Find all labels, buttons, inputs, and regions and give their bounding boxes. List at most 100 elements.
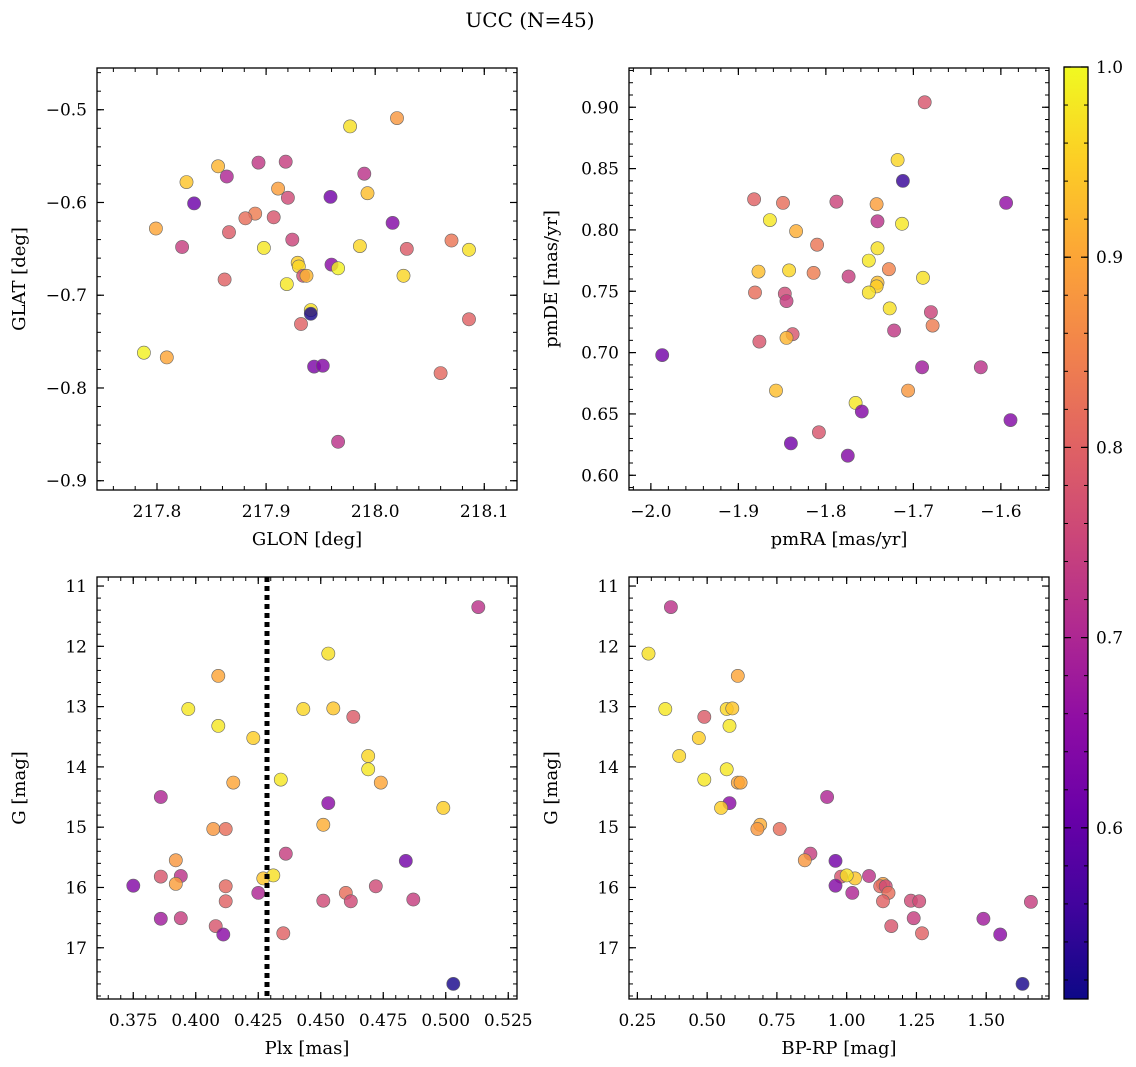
scatter-point	[321, 796, 336, 810]
y-tick-label: 11	[65, 577, 87, 597]
scatter-point	[299, 268, 314, 283]
scatter-point	[890, 153, 905, 167]
scatter-point	[256, 240, 271, 255]
y-tick-label: 15	[597, 818, 619, 838]
y-tick-label: 17	[597, 939, 619, 959]
scatter-point	[385, 215, 400, 230]
scatter-point	[993, 927, 1008, 942]
colorbar-tick-label: 1.0	[1096, 58, 1123, 78]
scatter-point	[331, 434, 345, 449]
scatter-point	[251, 155, 266, 170]
scatter-point	[697, 710, 712, 724]
y-axis-label: pmDE [mas/yr]	[541, 210, 562, 348]
scatter-point	[845, 886, 860, 900]
scatter-point	[655, 348, 670, 362]
scatter-point	[406, 892, 421, 907]
scatter-point	[126, 878, 141, 893]
y-tick-label: 12	[65, 637, 87, 657]
x-tick-label: −2.0	[630, 502, 671, 522]
scatter-point	[806, 265, 821, 280]
x-tick-label: 217.8	[133, 502, 182, 522]
x-tick-label: 0.450	[296, 1011, 345, 1031]
y-tick-label: 0.65	[581, 405, 619, 425]
colorbar-tick-label: 0.8	[1096, 438, 1123, 458]
y-tick-label: 0.70	[581, 344, 619, 364]
scatter-point	[361, 762, 376, 777]
scatter-point	[321, 646, 336, 661]
y-tick-label: 12	[597, 637, 619, 657]
scatter-point	[697, 772, 712, 787]
scatter-point	[664, 600, 678, 614]
scatter-point	[399, 241, 414, 256]
scatter-point	[869, 197, 884, 212]
scatter-point	[271, 181, 285, 196]
y-tick-label: −0.9	[46, 472, 87, 492]
scatter-point	[751, 264, 766, 279]
scatter-point	[296, 702, 311, 716]
y-tick-label: −0.7	[46, 286, 87, 306]
scatter-point	[828, 878, 843, 893]
scatter-point	[357, 166, 372, 181]
axes-frame	[628, 576, 1050, 1000]
scatter-point	[326, 701, 341, 716]
y-tick-label: −0.6	[46, 193, 87, 213]
scatter-point	[725, 701, 740, 716]
x-tick-label: −1.7	[893, 502, 934, 522]
scatter-point	[398, 854, 413, 868]
scatter-point	[266, 210, 281, 225]
x-tick-label: 0.25	[618, 1011, 656, 1031]
x-tick-label: 0.525	[484, 1011, 533, 1031]
scatter-point	[218, 894, 233, 909]
scatter-point	[1024, 895, 1038, 909]
scatter-point	[278, 154, 293, 169]
scatter-point	[870, 241, 885, 256]
y-tick-label: 0.85	[581, 160, 619, 180]
scatter-point	[153, 790, 168, 804]
figure-title: UCC (N=45)	[465, 8, 594, 32]
x-tick-label: 0.425	[234, 1011, 283, 1031]
scatter-point	[887, 323, 901, 338]
axes-frame	[96, 67, 518, 491]
scatter-point	[168, 877, 183, 891]
scatter-point	[217, 272, 232, 287]
x-tick-label: −1.8	[805, 502, 846, 522]
scatter-point	[722, 719, 737, 733]
scatter-point	[779, 294, 794, 308]
panel-glon-glat: 217.8 217.9 218.0 218.1 −0.9 −0.8 −0.7 −0.6 −0.5…	[9, 67, 518, 550]
scatter-point	[925, 318, 940, 333]
scatter-point	[924, 305, 938, 319]
y-axis-label: G [mag]	[9, 751, 30, 824]
scatter-point	[912, 894, 927, 909]
scatter-points	[655, 95, 1018, 463]
panel-plx-g: 0.375 0.400 0.425 0.450 0.475 0.500 0.525 11 12 1…	[9, 576, 533, 1059]
scatter-point	[211, 159, 225, 174]
scatter-point	[390, 111, 404, 125]
scatter-point	[280, 190, 295, 205]
colorbar-gradient	[1064, 67, 1088, 999]
x-axis-label: pmRA [mas/yr]	[771, 529, 908, 550]
x-axis-label: BP-RP [mag]	[781, 1038, 896, 1059]
y-tick-label: −0.8	[46, 379, 87, 399]
scatter-point	[896, 173, 910, 188]
y-tick-label: 13	[597, 698, 619, 718]
y-tick-label: 14	[65, 758, 87, 778]
colorbar-tick-label: 0.9	[1096, 248, 1123, 268]
y-axis-label: G [mag]	[541, 751, 562, 824]
scatter-point	[316, 893, 331, 908]
y-tick-label: 15	[65, 818, 87, 838]
scatter-points	[136, 111, 476, 449]
scatter-point	[316, 817, 331, 832]
scatter-point	[153, 911, 168, 926]
scatter-point	[906, 911, 921, 926]
scatter-point	[136, 345, 151, 360]
scatter-point	[733, 775, 748, 790]
scatter-point	[828, 854, 843, 868]
scatter-point	[789, 224, 803, 239]
x-tick-label: 0.375	[109, 1011, 158, 1031]
scatter-point	[168, 853, 183, 868]
scatter-point	[672, 749, 687, 763]
scatter-point	[810, 237, 824, 252]
scatter-point	[884, 919, 899, 933]
scatter-point	[222, 225, 236, 240]
scatter-point	[839, 868, 854, 883]
